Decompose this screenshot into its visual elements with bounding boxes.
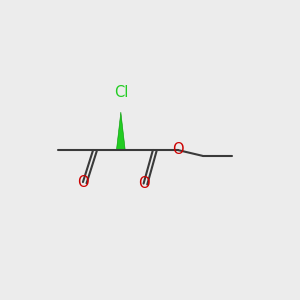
Text: O: O xyxy=(77,175,89,190)
Text: Cl: Cl xyxy=(114,85,128,100)
Text: O: O xyxy=(138,176,149,191)
Polygon shape xyxy=(116,112,125,150)
Text: O: O xyxy=(172,142,184,158)
